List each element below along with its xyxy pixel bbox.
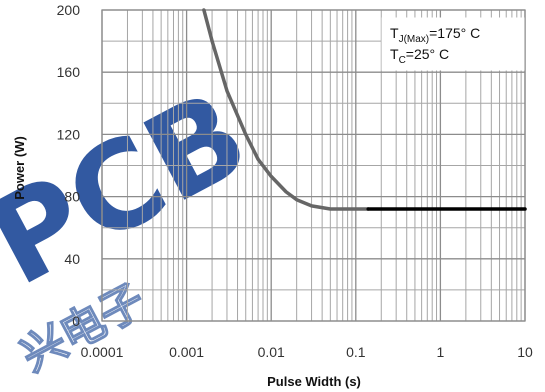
plot-border (101, 9, 526, 322)
x-tick-label: 0.1 (346, 344, 366, 360)
x-tick-label: 10 (517, 344, 533, 360)
x-tick-label: 0.001 (169, 344, 204, 360)
annotation-tc: TC=25° C (390, 46, 449, 66)
y-tick-label: 80 (64, 189, 80, 205)
x-tick-label: 0.01 (258, 344, 285, 360)
x-tick-label: 0.0001 (81, 344, 124, 360)
y-tick-label: 200 (57, 2, 81, 18)
x-axis-tick-labels: 0.0001 0.001 0.01 0.1 1 10 (81, 344, 533, 360)
annotation-box: TJ(Max)=175° C TC=25° C (381, 17, 525, 71)
series-line-0 (202, 8, 370, 211)
y-tick-label: 160 (57, 64, 81, 80)
y-tick-label: 120 (57, 126, 81, 142)
x-axis-title: Pulse Width (s) (267, 374, 361, 389)
series-layer (202, 8, 527, 211)
x-tick-label: 1 (437, 344, 445, 360)
grid-major-lines (101, 9, 526, 322)
annotation-tj-max: TJ(Max)=175° C (390, 25, 480, 45)
grid-minor-lines (102, 10, 525, 321)
y-tick-label: 0 (72, 313, 80, 329)
watermark-text: PCB (0, 65, 269, 313)
y-tick-label: 40 (64, 251, 80, 267)
y-axis-title: Power (W) (12, 136, 27, 200)
y-axis-tick-labels: 0 40 80 120 160 200 (57, 2, 81, 329)
